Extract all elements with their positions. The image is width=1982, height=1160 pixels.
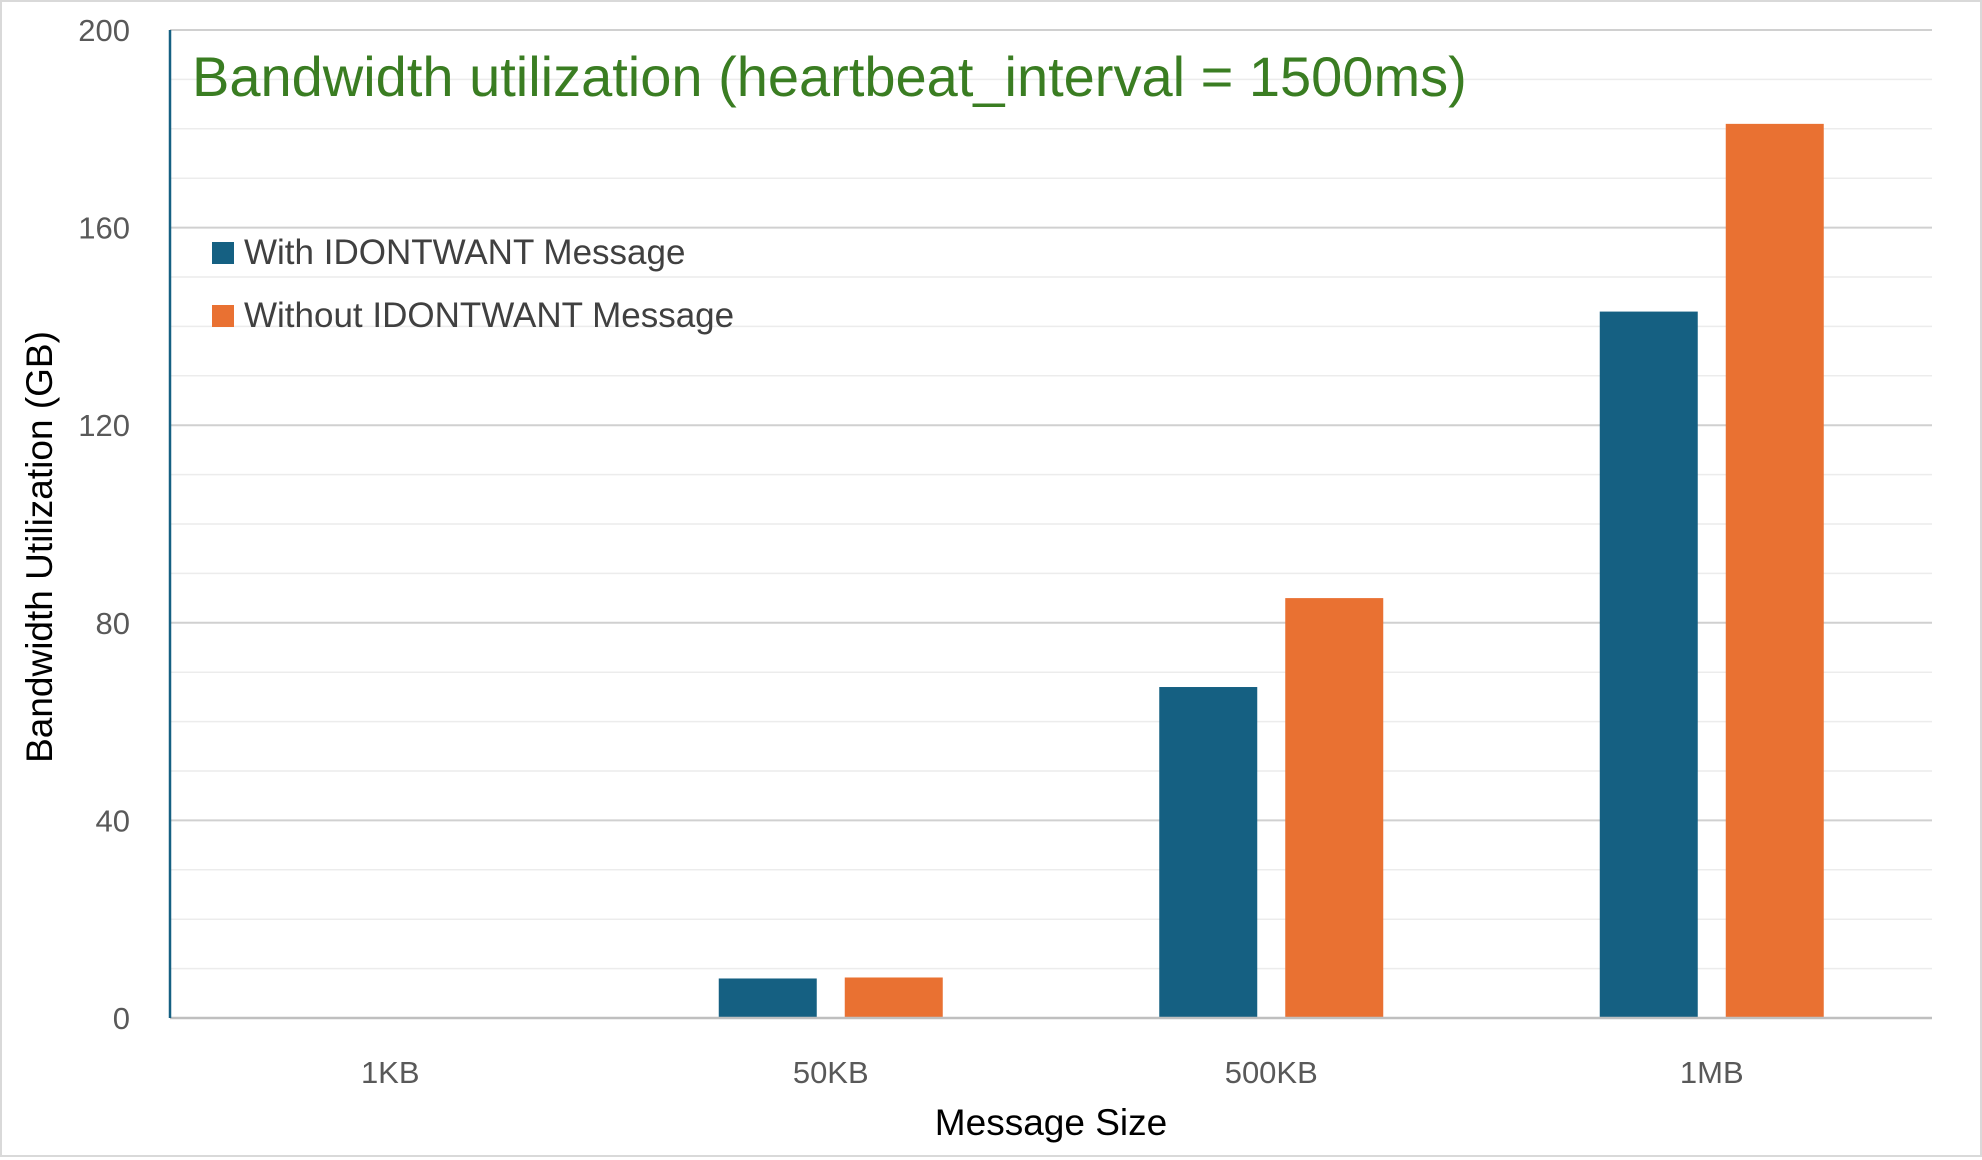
bar-without-idontwant-1mb [1725, 123, 1824, 1019]
axes [168, 30, 1932, 1020]
chart-title: Bandwidth utilization (heartbeat_interva… [192, 45, 1467, 108]
x-axis-title: Message Size [935, 1102, 1167, 1143]
y-tick-label: 160 [78, 211, 130, 246]
bar-without-idontwant-500kb [1285, 598, 1384, 1018]
y-tick-label: 200 [78, 13, 130, 48]
y-tick-label: 40 [96, 803, 130, 838]
x-tick-label: 50KB [793, 1055, 869, 1090]
x-tick-label: 1MB [1680, 1055, 1744, 1090]
y-tick-label: 80 [96, 606, 130, 641]
x-tick-label: 500KB [1225, 1055, 1318, 1090]
bar-with-idontwant-1mb [1599, 311, 1698, 1019]
y-tick-label: 0 [113, 1001, 130, 1036]
bar-without-idontwant-50kb [844, 977, 943, 1018]
legend-label-with-idontwant: With IDONTWANT Message [244, 233, 685, 272]
bars [718, 123, 1824, 1019]
x-tick-label: 1KB [361, 1055, 420, 1090]
x-tick-labels: 1KB 50KB 500KB 1MB [361, 1055, 1744, 1090]
y-tick-labels: 0 40 80 120 160 200 [78, 13, 130, 1036]
y-tick-label: 120 [78, 408, 130, 443]
legend-label-without-idontwant: Without IDONTWANT Message [244, 296, 734, 335]
bar-with-idontwant-50kb [718, 978, 817, 1018]
legend-swatch-without-idontwant [212, 305, 234, 327]
y-axis-title: Bandwidth Utilization (GB) [19, 331, 60, 763]
bar-with-idontwant-500kb [1159, 687, 1258, 1018]
legend: With IDONTWANT Message Without IDONTWANT… [212, 233, 734, 335]
legend-swatch-with-idontwant [212, 242, 234, 264]
